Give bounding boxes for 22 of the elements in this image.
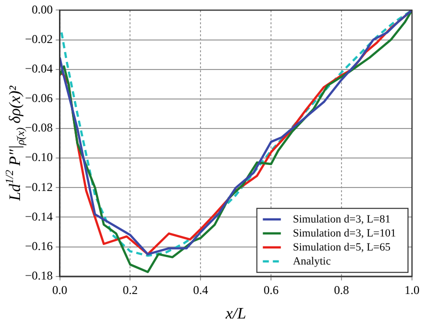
- y-tick-label: −0.04: [24, 62, 53, 76]
- y-tick-label: 0.00: [32, 2, 53, 16]
- x-axis-title: x/L: [224, 306, 246, 323]
- legend-label: Simulation d=3, L=81: [292, 213, 391, 226]
- x-tick-label: 0.2: [122, 282, 138, 297]
- x-tick-label: 0.8: [334, 282, 350, 297]
- y-tick-label: −0.06: [24, 91, 53, 106]
- y-tick-label: −0.14: [24, 209, 53, 224]
- x-tick-label: 0.0: [52, 282, 68, 297]
- y-tick-label: −0.10: [24, 150, 53, 164]
- x-tick-label: 0.6: [264, 282, 279, 297]
- y-axis-title: Ld1/2 P″|ρ̄(x) δρ(x)²: [4, 84, 27, 202]
- x-tick-label: 0.4: [193, 282, 208, 297]
- y-tick-label: −0.18: [24, 268, 53, 283]
- y-tick-label: −0.08: [24, 120, 53, 135]
- y-tick-label: −0.16: [24, 238, 53, 253]
- legend-label: Simulation d=5, L=65: [292, 241, 391, 254]
- y-tick-label: −0.12: [24, 180, 53, 194]
- y-tick-label: −0.02: [24, 32, 53, 46]
- legend-label: Simulation d=3, L=101: [292, 227, 396, 240]
- x-tick-label: 1.0: [404, 282, 420, 297]
- legend-label: Analytic: [292, 255, 331, 268]
